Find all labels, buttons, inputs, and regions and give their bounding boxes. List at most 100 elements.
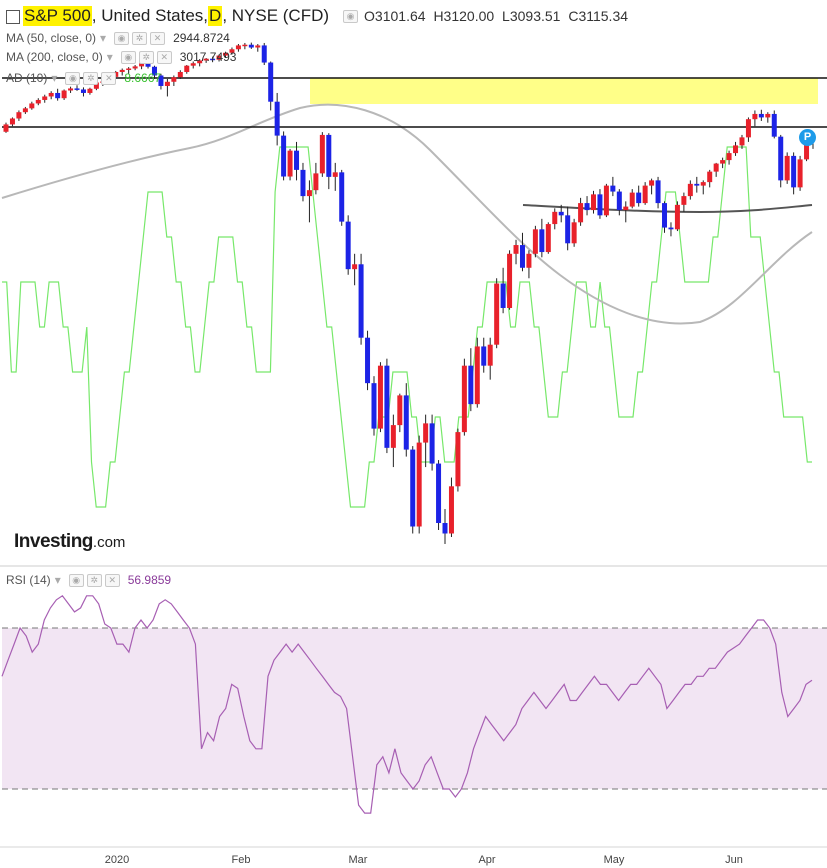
candle-body[interactable] [610,185,616,192]
candle-body[interactable] [61,90,67,99]
candle-body[interactable] [532,229,538,254]
candle-body[interactable] [784,155,790,181]
candle-body[interactable] [184,65,190,72]
candle-body[interactable] [197,60,203,64]
candle-body[interactable] [210,58,216,61]
candle-body[interactable] [164,81,170,86]
candle-body[interactable] [384,365,390,448]
candle-body[interactable] [274,101,280,136]
candle-body[interactable] [261,45,267,63]
candle-body[interactable] [235,45,241,50]
candle-body[interactable] [590,194,596,211]
candle-body[interactable] [16,112,22,119]
candle-body[interactable] [126,68,132,70]
candle-body[interactable] [390,425,396,448]
candle-body[interactable] [403,395,409,450]
candle-body[interactable] [597,194,603,216]
candle-body[interactable] [455,432,461,487]
candle-body[interactable] [313,173,319,191]
candle-body[interactable] [397,395,403,426]
interval-label[interactable]: D [208,6,223,26]
candle-body[interactable] [3,124,9,132]
settings-icon[interactable]: ✲ [83,71,99,85]
candle-body[interactable] [223,52,229,56]
candle-body[interactable] [797,159,803,188]
close-icon[interactable]: ✕ [104,573,120,587]
candle-body[interactable] [707,171,713,183]
candle-body[interactable] [578,203,584,223]
candle-body[interactable] [93,82,99,89]
candle-body[interactable] [713,163,719,172]
candle-body[interactable] [513,245,519,254]
candle-body[interactable] [9,118,15,125]
candle-body[interactable] [442,523,448,534]
candle-body[interactable] [80,89,86,93]
candle-body[interactable] [145,63,151,67]
candle-body[interactable] [636,192,642,204]
ma50-label[interactable]: MA (50, close, 0) [6,31,97,45]
candle-body[interactable] [507,253,513,308]
eye-icon[interactable]: ◉ [65,71,81,85]
candle-body[interactable] [190,63,196,66]
candle-body[interactable] [242,44,248,47]
candle-body[interactable] [139,63,145,67]
candle-body[interactable] [629,192,635,207]
candle-body[interactable] [429,423,435,464]
rsi-label[interactable]: RSI (14) [6,573,51,587]
candle-body[interactable] [739,137,745,146]
candle-body[interactable] [339,172,345,222]
eye-icon[interactable]: ◉ [120,50,136,64]
candle-body[interactable] [68,88,74,91]
candle-body[interactable] [377,365,383,429]
candle-body[interactable] [674,204,680,230]
candle-body[interactable] [687,183,693,197]
candle-body[interactable] [765,113,771,118]
candle-body[interactable] [603,185,609,216]
candle-body[interactable] [358,264,364,338]
candle-body[interactable] [526,253,532,268]
candle-body[interactable] [584,203,590,211]
close-icon[interactable]: ✕ [150,31,166,45]
candle-body[interactable] [216,55,222,60]
candle-body[interactable] [87,88,93,93]
candle-body[interactable] [649,180,655,186]
candle-body[interactable] [519,245,525,268]
dropdown-arrow-icon[interactable]: ▾ [106,50,113,64]
candle-body[interactable] [74,88,80,90]
candle-body[interactable] [229,49,235,53]
candle-body[interactable] [203,58,209,61]
candle-body[interactable] [410,449,416,527]
candle-body[interactable] [752,113,758,120]
ma200-label[interactable]: MA (200, close, 0) [6,50,103,64]
candle-body[interactable] [565,215,571,244]
candle-body[interactable] [791,155,797,188]
candle-body[interactable] [642,185,648,204]
candle-body[interactable] [745,119,751,138]
candle-body[interactable] [700,182,706,186]
candle-body[interactable] [804,138,810,160]
candle-body[interactable] [681,196,687,205]
candle-body[interactable] [281,135,287,177]
candle-body[interactable] [22,108,28,113]
candle-body[interactable] [48,92,54,97]
candle-body[interactable] [461,365,467,433]
candle-body[interactable] [371,383,377,429]
candle-body[interactable] [662,203,668,228]
candle-body[interactable] [42,96,48,100]
candle-body[interactable] [758,113,764,118]
candle-body[interactable] [423,423,429,443]
candle-body[interactable] [623,206,629,211]
candle-body[interactable] [487,344,493,366]
candle-body[interactable] [726,153,732,161]
candle-body[interactable] [171,77,177,82]
settings-icon[interactable]: ✲ [86,573,102,587]
candle-body[interactable] [55,92,61,99]
candle-body[interactable] [468,365,474,405]
candle-body[interactable] [474,346,480,405]
close-icon[interactable]: ✕ [101,71,117,85]
candle-body[interactable] [539,229,545,253]
candle-body[interactable] [287,150,293,177]
candle-body[interactable] [132,66,138,69]
candle-body[interactable] [481,346,487,366]
